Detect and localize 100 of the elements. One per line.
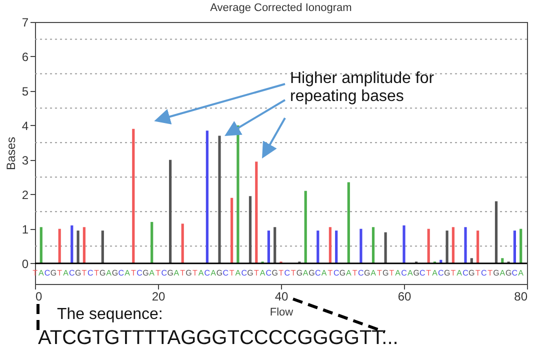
bar — [274, 227, 276, 264]
bar — [82, 227, 86, 264]
text: A — [124, 268, 130, 278]
y-tick-label: 2 — [22, 188, 29, 202]
bar — [181, 224, 184, 264]
text: T — [426, 268, 432, 278]
y-tick-label: 5 — [22, 84, 29, 98]
text: G — [364, 268, 370, 278]
bar — [58, 228, 61, 264]
text: T — [352, 268, 358, 278]
text: C — [462, 268, 468, 278]
text: A — [407, 268, 413, 278]
bar — [101, 230, 104, 264]
bar — [230, 198, 234, 264]
text: G — [50, 268, 57, 278]
bar — [335, 230, 338, 264]
text: G — [100, 268, 106, 278]
y-axis-title: Bases — [4, 136, 18, 170]
text: T — [278, 268, 284, 278]
text: A — [174, 268, 180, 278]
text: C — [284, 268, 290, 278]
text: A — [260, 268, 266, 278]
y-tick-label: 3 — [22, 153, 29, 168]
x-tick-label: 80 — [514, 290, 528, 304]
text: A — [395, 268, 401, 278]
y-tick-label: 1 — [22, 222, 29, 236]
y-tick-label: 0 — [22, 256, 29, 271]
text: C — [315, 268, 321, 278]
series-label: T — [130, 268, 136, 278]
text: G — [272, 268, 278, 278]
x-tick-label: 20 — [152, 290, 166, 304]
series-label: C — [266, 268, 272, 278]
bar — [40, 227, 42, 264]
text: G — [167, 268, 174, 278]
text: T — [450, 268, 456, 278]
text: A — [198, 268, 204, 278]
text: A — [500, 268, 506, 278]
bar — [494, 201, 498, 264]
bar — [132, 128, 135, 264]
bar — [402, 225, 406, 264]
series-label: A — [38, 268, 44, 278]
text: C — [69, 268, 75, 278]
bar — [316, 230, 320, 264]
text: A — [518, 268, 524, 278]
text: A — [210, 268, 216, 278]
text: A — [63, 268, 68, 278]
text: A — [346, 268, 352, 278]
text: A — [456, 268, 462, 278]
series-label: G — [74, 268, 82, 278]
text: G — [216, 268, 223, 278]
bar — [360, 228, 362, 264]
text: C — [358, 268, 364, 278]
text: C — [222, 268, 229, 278]
text: T — [389, 268, 394, 278]
text: C — [333, 268, 340, 278]
text: G — [112, 268, 118, 278]
x-tick-label: 40 — [274, 290, 288, 304]
text: T — [376, 268, 382, 278]
text: A — [106, 268, 112, 278]
text: T — [328, 268, 333, 278]
y-tick-label: 4 — [22, 118, 29, 133]
text: A — [321, 268, 327, 278]
bar — [267, 230, 270, 264]
text: G — [142, 268, 149, 278]
annotation: Higher amplitude for repeating bases — [290, 70, 436, 107]
text: T — [475, 268, 480, 278]
text: T — [94, 268, 99, 278]
bar — [464, 227, 467, 264]
text: G — [308, 268, 315, 278]
text: G — [493, 268, 500, 278]
text: C — [241, 268, 247, 278]
bar — [476, 230, 480, 264]
bar — [255, 162, 258, 264]
text: T — [290, 268, 296, 278]
text: T — [192, 268, 198, 278]
text: G — [468, 268, 475, 278]
text: A — [370, 268, 376, 278]
text: G — [186, 268, 192, 278]
text: C — [420, 268, 426, 278]
bar — [452, 227, 454, 264]
bar — [236, 125, 240, 264]
bar — [70, 225, 74, 264]
chart-title: Average Corrected Ionogram — [210, 2, 352, 14]
text: G — [339, 268, 346, 278]
text: C — [161, 268, 168, 278]
bar — [520, 228, 522, 264]
text: The sequence: — [57, 306, 163, 324]
bar — [150, 222, 154, 264]
text: T — [57, 268, 62, 278]
text: C — [401, 268, 407, 278]
text: A — [235, 268, 241, 278]
bar — [427, 228, 430, 264]
x-tick-label: 0 — [36, 290, 42, 304]
text: C — [136, 268, 142, 278]
text: T — [254, 268, 259, 278]
bar — [248, 196, 252, 264]
bar — [218, 136, 221, 264]
text: C — [438, 268, 444, 278]
text: G — [505, 268, 512, 278]
text: G — [247, 268, 254, 278]
